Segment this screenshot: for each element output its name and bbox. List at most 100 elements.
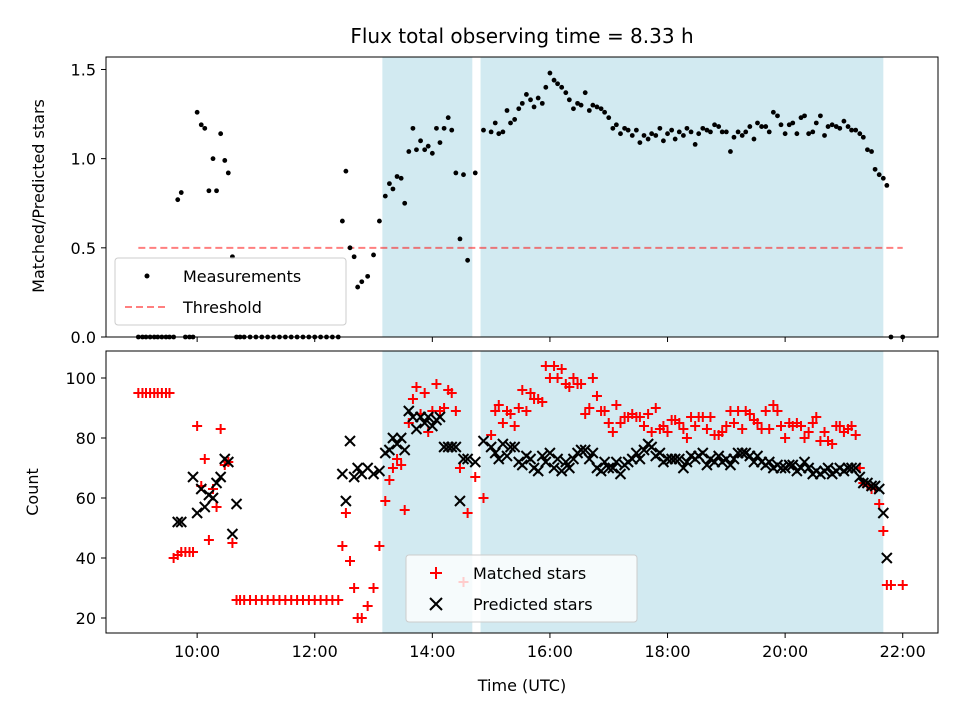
matched-star-point [345, 556, 356, 566]
predicted-star-point [195, 483, 207, 495]
predicted-star-point [607, 462, 619, 474]
measurement-point [457, 236, 463, 242]
measurement-point [751, 136, 757, 142]
predicted-star-point [654, 447, 666, 459]
matched-star-point [486, 430, 497, 440]
predicted-star-point [697, 447, 709, 459]
measurement-point [763, 124, 769, 129]
measurement-point [429, 150, 435, 156]
predicted-star-point [560, 456, 572, 468]
matched-star-point [603, 418, 614, 428]
matched-star-point [811, 412, 822, 422]
matched-star-point [517, 385, 528, 395]
measurement-point [578, 102, 584, 108]
predicted-star-point [367, 468, 380, 480]
measurement-point [453, 170, 459, 176]
ratio-axes-frame [105, 56, 939, 338]
measurement-point [365, 273, 371, 279]
measurement-point [472, 170, 478, 176]
measurement-point [708, 129, 713, 135]
matched-star-point [454, 463, 465, 473]
predicted-star-point [536, 450, 548, 462]
measurement-point [422, 147, 428, 153]
predicted-star-point [877, 507, 890, 519]
matched-star-point [505, 409, 516, 419]
measurement-point [194, 109, 200, 115]
matched-star-point [387, 463, 398, 473]
matched-star-point [780, 433, 791, 443]
measurement-point [210, 156, 216, 162]
measurement-point [441, 125, 447, 131]
matched-star-point [764, 424, 775, 434]
measurement-point [371, 252, 376, 258]
matched-star-point [211, 502, 222, 512]
measurement-point [731, 134, 737, 140]
predicted-star-point [579, 444, 591, 456]
measurement-point [461, 172, 466, 178]
matched-star-point [650, 403, 661, 413]
matched-star-point [470, 472, 481, 482]
legend-threshold: Threshold [182, 298, 262, 317]
predicted-star-point [387, 432, 399, 444]
measurement-point [465, 257, 471, 263]
legend-predicted-marker [429, 597, 443, 611]
matched-star-point [368, 583, 379, 593]
measurement-point [872, 166, 878, 172]
matched-star-point [658, 421, 669, 431]
predicted-star-point [497, 438, 509, 450]
matched-star-point [349, 583, 360, 593]
matched-star-point [662, 427, 673, 437]
measurement-point [225, 170, 231, 176]
matched-star-point [744, 409, 755, 419]
predicted-star-point [391, 438, 403, 450]
measurement-point [837, 125, 843, 131]
counts-legend-box [405, 554, 638, 623]
measurement-point [563, 90, 569, 96]
predicted-star-point [207, 492, 219, 504]
predicted-star-point [336, 468, 349, 480]
measurement-point [425, 143, 431, 149]
matched-star-point [556, 364, 567, 374]
predicted-star-point [210, 477, 223, 489]
predicted-star-point [881, 552, 893, 564]
matched-star-point [203, 535, 214, 545]
counts-x-tick-label: 20:00 [762, 642, 808, 661]
legend-measurement-marker [144, 273, 150, 279]
predicted-star-point [410, 423, 423, 435]
predicted-star-point [681, 456, 693, 468]
predicted-star-point [373, 465, 386, 477]
measurement-point [759, 124, 765, 129]
predicted-star-point [446, 441, 458, 453]
matched-star-point [834, 421, 845, 431]
counts-axes-frame [105, 350, 939, 634]
matched-star-point [721, 421, 732, 431]
matched-star-point [407, 394, 418, 404]
counts-y-tick-label: 40 [76, 549, 96, 568]
measurement-point [437, 140, 443, 146]
predicted-star-point [524, 453, 537, 465]
predicted-star-point [461, 453, 474, 465]
predicted-star-point [418, 417, 431, 429]
measurement-point [398, 175, 404, 181]
matched-star-point [611, 400, 622, 410]
measurement-point [802, 113, 807, 119]
matched-star-point [164, 388, 175, 398]
predicted-star-point [508, 441, 521, 453]
predicted-star-point [763, 456, 775, 468]
measurement-point [551, 77, 557, 83]
measurement-point [410, 125, 416, 131]
predicted-star-point [728, 453, 740, 465]
predicted-star-point [457, 453, 470, 465]
matched-star-point [827, 439, 838, 449]
ratio-panel: 0.0 0.5 1.0 1.5 Matched/Predicted stars Mea… [29, 56, 939, 347]
matched-star-point [768, 400, 779, 410]
measurement-point [825, 124, 831, 129]
measurement-point [618, 131, 623, 137]
measurement-point [445, 115, 451, 121]
measurement-point [535, 95, 541, 101]
counts-y-tick-label: 20 [76, 609, 96, 628]
measurement-point [339, 218, 345, 224]
measurement-point [343, 168, 349, 174]
predicted-star-point [199, 501, 211, 513]
chart-title: Flux total observing time = 8.33 h [350, 24, 693, 48]
